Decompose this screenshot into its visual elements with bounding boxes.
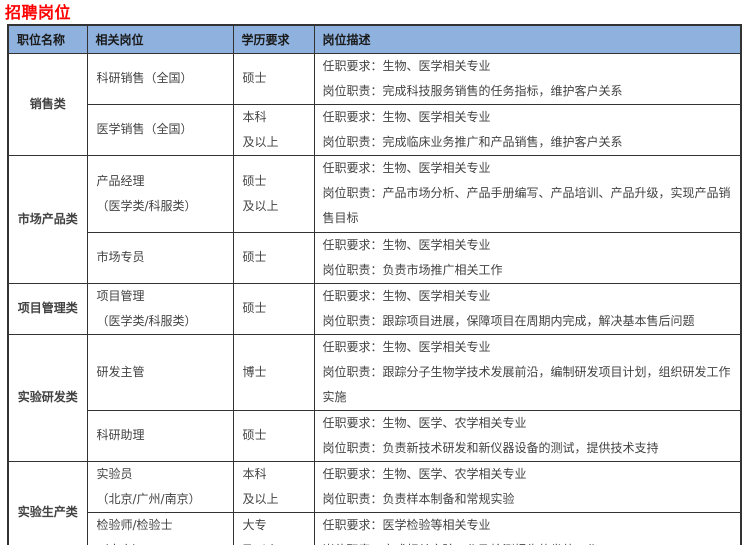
position-name: 检验师/检验士: [96, 517, 173, 532]
job-requirement: 任职要求：生物、医学相关专业: [322, 339, 491, 354]
job-duty: 岗位职责：负责样本制备和常规实验: [322, 491, 515, 506]
position-name: 产品经理: [96, 173, 145, 188]
category-cell-project-management: 项目管理类: [7, 282, 88, 335]
education-level: 硕士: [242, 301, 267, 315]
education-cell: 本科 及以上: [232, 460, 315, 513]
education-level: 硕士: [242, 428, 267, 442]
position-cell: 检验师/检验士 （南京）: [86, 511, 234, 545]
position-name: 科研助理: [96, 428, 145, 442]
category-cell-sales: 销售类: [7, 52, 88, 156]
position-cell: 医学销售（全国）: [86, 103, 234, 156]
table-row: 医学销售（全国） 本科 及以上 任职要求：生物、医学相关专业 岗位职责：完成临床…: [8, 103, 742, 156]
job-duty: 岗位职责：负责新技术研发和新仪器设备的测试，提供技术支持: [322, 440, 659, 455]
education-cell: 本科 及以上: [232, 103, 315, 156]
description-cell: 任职要求：生物、医学、农学相关专业 岗位职责：负责样本制备和常规实验: [313, 460, 742, 513]
description-cell: 任职要求：生物、医学相关专业 岗位职责：产品市场分析、产品手册编写、产品培训、产…: [313, 154, 742, 233]
col-header-education-requirement: 学历要求: [232, 24, 315, 54]
job-duty: 岗位职责：跟踪分子生物学技术发展前沿，编制研发项目计划，组织研发工作实施: [322, 364, 731, 404]
table-row: 实验生产类 实验员 （北京/广州/南京） 本科 及以上 任职要求：生物、医学、农…: [7, 460, 742, 545]
position-name: 研发主管: [96, 364, 145, 379]
table-row: 检验师/检验士 （南京） 大专 及以上 任职要求：医学检验等相关专业 岗位职责：…: [8, 511, 742, 545]
education-level: 硕士: [242, 173, 267, 188]
education-level: 及以上: [242, 134, 279, 149]
position-cell: 科研助理: [86, 409, 234, 462]
job-requirement: 任职要求：生物、医学相关专业: [322, 161, 491, 175]
position-locations: （南京）: [97, 538, 229, 545]
position-cell: 项目管理 （医学类/科服类）: [86, 282, 234, 335]
education-cell: 硕士: [232, 52, 315, 105]
education-cell: 大专 及以上: [232, 511, 315, 545]
job-requirement: 任职要求：生物、医学相关专业: [322, 288, 491, 303]
table-row: 市场产品类 产品经理 （医学类/科服类） 硕士 及以上 任职要求：生物、医学相关…: [7, 154, 742, 284]
table-row: 项目管理类 项目管理 （医学类/科服类） 硕士 任职要求：生物、医学相关专业 岗…: [7, 282, 742, 335]
category-cell-lab-rnd: 实验研发类: [7, 333, 88, 462]
description-cell: 任职要求：生物、医学相关专业 岗位职责：跟踪分子生物学技术发展前沿，编制研发项目…: [313, 333, 742, 411]
position-subtype: （医学类/科服类）: [96, 313, 197, 328]
education-level: 及以上: [242, 198, 279, 213]
col-header-position-category: 职位名称: [7, 24, 88, 54]
table-row: 科研助理 硕士 任职要求：生物、医学、农学相关专业 岗位职责：负责新技术研发和新…: [8, 409, 742, 462]
education-level: 及以上: [242, 491, 279, 506]
education-level: 及以上: [243, 538, 310, 545]
description-cell: 任职要求：生物、医学相关专业 岗位职责：负责市场推广相关工作: [313, 231, 742, 284]
col-header-position-description: 岗位描述: [313, 24, 742, 54]
job-duty: 岗位职责：跟踪项目进展，保障项目在周期内完成，解决基本售后问题: [322, 313, 695, 328]
page-title: 招聘岗位: [5, 3, 72, 22]
recruitment-table: 职位名称 相关岗位 学历要求 岗位描述 销售类 科研销售（全国） 硕士 任职要求…: [7, 24, 742, 545]
position-subtype: （医学类/科服类）: [96, 198, 197, 213]
position-name: 项目管理: [96, 288, 145, 303]
table-header-row: 职位名称 相关岗位 学历要求 岗位描述: [7, 24, 742, 54]
description-cell: 任职要求：医学检验等相关专业 岗位职责：完成相关实验工作及检测报告的发放工作: [313, 511, 742, 545]
education-cell: 硕士: [232, 409, 315, 462]
job-duty: 岗位职责：负责市场推广相关工作: [322, 262, 503, 277]
description-cell: 任职要求：生物、医学相关专业 岗位职责：完成科技服务销售的任务指标，维护客户关系: [313, 52, 742, 105]
description-cell: 任职要求：生物、医学相关专业 岗位职责：完成临床业务推广和产品销售，维护客户关系: [313, 103, 742, 156]
job-requirement: 任职要求：生物、医学、农学相关专业: [322, 466, 527, 481]
job-duty: 岗位职责：完成相关实验工作及检测报告的发放工作: [323, 538, 735, 545]
job-duty: 岗位职责：产品市场分析、产品手册编写、产品培训、产品升级，实现产品销售目标: [322, 186, 731, 225]
table-row: 市场专员 硕士 任职要求：生物、医学相关专业 岗位职责：负责市场推广相关工作: [8, 231, 742, 284]
position-name: 科研销售（全国）: [96, 71, 193, 85]
education-cell: 硕士: [232, 282, 315, 335]
table-row: 实验研发类 研发主管 博士 任职要求：生物、医学相关专业 岗位职责：跟踪分子生物…: [7, 333, 742, 462]
description-cell: 任职要求：生物、医学、农学相关专业 岗位职责：负责新技术研发和新仪器设备的测试，…: [313, 409, 742, 462]
education-level: 大专: [242, 517, 267, 532]
education-cell: 硕士: [232, 231, 315, 284]
education-level: 本科: [242, 466, 267, 481]
education-level: 博士: [242, 364, 267, 379]
education-level: 硕士: [242, 250, 267, 264]
job-requirement: 任职要求：生物、医学、农学相关专业: [322, 415, 527, 430]
job-requirement: 任职要求：生物、医学相关专业: [322, 109, 491, 124]
job-requirement: 任职要求：生物、医学相关专业: [322, 237, 491, 252]
job-duty: 岗位职责：完成科技服务销售的任务指标，维护客户关系: [322, 83, 623, 98]
position-cell: 实验员 （北京/广州/南京）: [86, 460, 234, 513]
education-cell: 博士: [232, 333, 315, 411]
job-requirement: 任职要求：生物、医学相关专业: [322, 58, 491, 73]
job-requirement: 任职要求：医学检验等相关专业: [322, 517, 491, 532]
position-cell: 科研销售（全国）: [86, 52, 234, 105]
position-name: 医学销售（全国）: [96, 122, 193, 136]
position-cell: 研发主管: [86, 333, 234, 411]
position-locations: （北京/广州/南京）: [96, 491, 201, 506]
position-cell: 市场专员: [86, 231, 234, 284]
description-cell: 任职要求：生物、医学相关专业 岗位职责：跟踪项目进展，保障项目在周期内完成，解决…: [313, 282, 742, 335]
education-level: 硕士: [242, 71, 267, 85]
position-name: 实验员: [96, 466, 133, 481]
position-name: 市场专员: [96, 250, 145, 264]
education-cell: 硕士 及以上: [232, 154, 315, 233]
education-level: 本科: [242, 109, 267, 124]
category-cell-lab-production: 实验生产类: [7, 460, 88, 545]
category-cell-market-product: 市场产品类: [7, 154, 88, 284]
job-duty: 岗位职责：完成临床业务推广和产品销售，维护客户关系: [322, 134, 623, 149]
col-header-related-position: 相关岗位: [86, 24, 234, 54]
position-cell: 产品经理 （医学类/科服类）: [86, 154, 234, 233]
table-row: 销售类 科研销售（全国） 硕士 任职要求：生物、医学相关专业 岗位职责：完成科技…: [7, 52, 742, 156]
